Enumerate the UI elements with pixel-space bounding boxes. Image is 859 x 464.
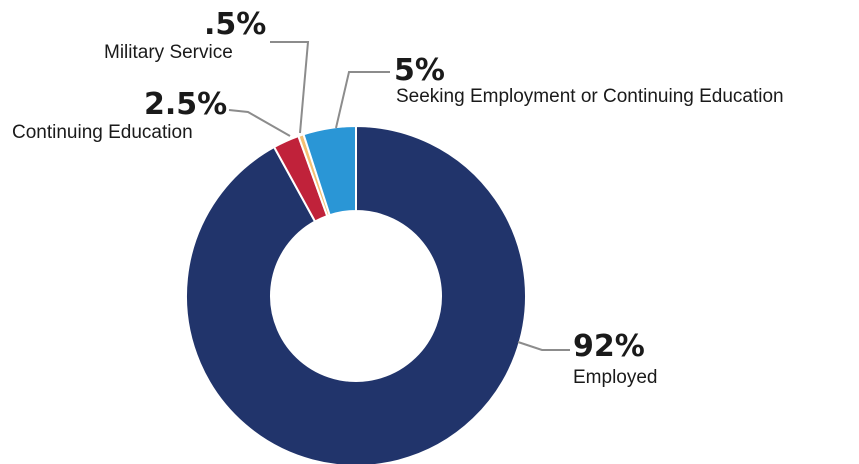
slice-value-label-employed: 92% — [573, 329, 645, 364]
leader-line-military-service — [270, 41, 310, 134]
slice-value-label-military-service: .5% — [204, 7, 266, 42]
leader-line-employed — [517, 341, 570, 351]
slice-value-label-continuing-education: 2.5% — [144, 87, 227, 122]
slice-seeking-employment — [302, 124, 357, 217]
slice-employed — [185, 124, 527, 464]
leader-line-seeking-employment — [335, 71, 390, 129]
donut-slices — [185, 124, 527, 464]
slice-category-label-seeking-employment: Seeking Employment or Continuing Educati… — [396, 86, 784, 107]
slice-value-label-seeking-employment: 5% — [394, 53, 445, 88]
slice-category-label-employed: Employed — [573, 367, 658, 388]
slice-category-label-continuing-education: Continuing Education — [12, 122, 193, 143]
leader-line-continuing-education — [228, 109, 291, 137]
slice-category-label-military-service: Military Service — [104, 42, 233, 63]
